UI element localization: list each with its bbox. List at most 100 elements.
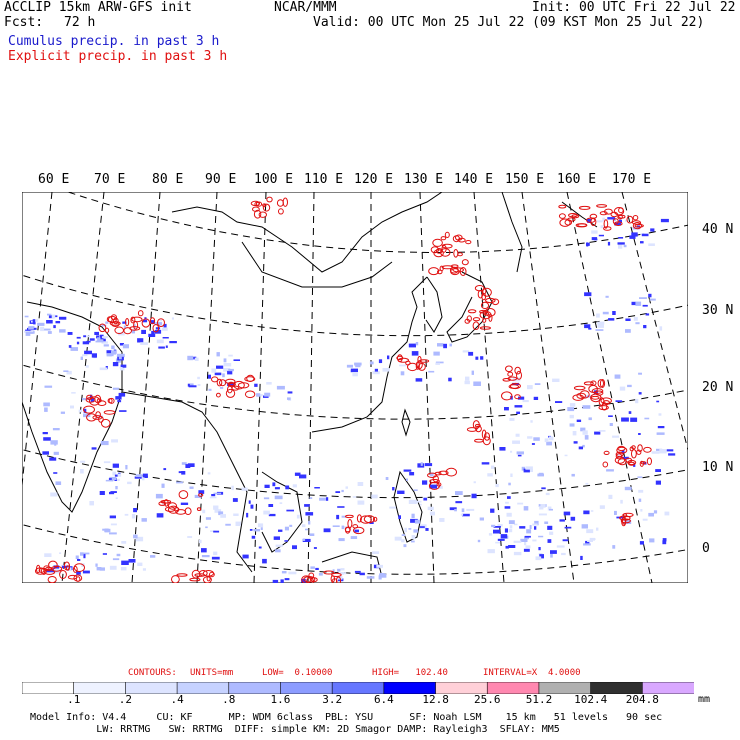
- meridian-160e: [566, 192, 653, 583]
- cumulus-precip-cell: [102, 336, 108, 339]
- cumulus-precip-cell: [408, 499, 417, 504]
- cumulus-precip-cell: [299, 474, 307, 479]
- border-mongolia: [241, 241, 393, 288]
- cumulus-precip-cell: [112, 362, 119, 367]
- explicit-precip-contour: [427, 472, 438, 478]
- cumulus-precip-cell: [109, 491, 115, 495]
- cumulus-precip-cell: [187, 536, 193, 538]
- cumulus-precip-cell: [581, 524, 588, 529]
- cumulus-precip-cell: [305, 512, 314, 516]
- cumulus-precip-cell: [121, 560, 129, 565]
- lon-label-140e: 140 E: [454, 172, 494, 187]
- cumulus-precip-cell: [410, 518, 418, 523]
- india-coast: [22, 301, 123, 513]
- cumulus-precip-cell: [514, 405, 523, 408]
- explicit-precip-contour: [440, 248, 451, 257]
- cumulus-precip-cell: [42, 432, 48, 435]
- explicit-precip-contour: [372, 516, 378, 522]
- cumulus-precip-cell: [662, 540, 667, 545]
- cumulus-precip-cell: [279, 502, 283, 504]
- cumulus-precip-cell: [398, 515, 401, 519]
- cumulus-precip-cell: [455, 501, 463, 504]
- cumulus-precip-cell: [210, 530, 216, 532]
- cumulus-precip-cell: [556, 545, 565, 548]
- cumulus-precip-cell: [612, 311, 616, 315]
- meridian-90e: [196, 192, 218, 583]
- cumulus-precip-cell: [559, 519, 565, 522]
- cumulus-precip-cell: [142, 319, 148, 323]
- explicit-precip-contour: [509, 382, 521, 390]
- cumulus-precip-cell: [508, 520, 515, 525]
- cumulus-precip-cell: [648, 293, 652, 298]
- cumulus-precip-cell: [176, 481, 183, 484]
- cumulus-precip-cell: [341, 525, 345, 530]
- explicit-precip-contour: [125, 318, 130, 327]
- cumulus-precip-cell: [76, 336, 81, 339]
- cumulus-precip-cell: [419, 503, 422, 506]
- explicit-precip-contour: [621, 517, 627, 527]
- cumulus-precip-cell: [531, 443, 535, 445]
- cumulus-precip-cell: [100, 441, 109, 446]
- cumulus-precip-cell: [593, 238, 598, 241]
- explicit-precip-contour: [559, 218, 571, 227]
- cumulus-precip-cell: [289, 524, 293, 527]
- explicit-precip-contour: [485, 297, 496, 304]
- cumulus-precip-cell: [411, 540, 415, 543]
- colorbar-tick-label: 25.6: [474, 693, 501, 706]
- meridian-80e: [131, 192, 161, 583]
- cumulus-precip-cell: [576, 419, 582, 422]
- cumulus-precip-cell: [62, 566, 68, 569]
- explicit-precip-contour: [643, 446, 652, 453]
- cumulus-precip-cell: [534, 520, 539, 526]
- explicit-precip-contour: [599, 211, 608, 216]
- cumulus-precip-cell: [181, 462, 187, 465]
- explicit-precip-contour: [618, 214, 626, 219]
- explicit-precip-contour: [323, 570, 335, 575]
- cumulus-precip-cell: [135, 536, 144, 542]
- cumulus-precip-cell: [401, 539, 405, 543]
- cumulus-precip-cell: [55, 321, 61, 324]
- explicit-precip-contour: [397, 357, 410, 363]
- cumulus-precip-cell: [624, 486, 632, 491]
- lat-label-20n: 20 N: [702, 380, 734, 395]
- cumulus-precip-cell: [43, 328, 51, 331]
- cumulus-precip-cell: [70, 405, 74, 409]
- cumulus-precip-cell: [524, 540, 527, 546]
- cumulus-precip-cell: [48, 315, 55, 319]
- parallel-0: [22, 524, 688, 575]
- cumulus-precip-cell: [607, 217, 615, 220]
- cumulus-precip-cell: [232, 498, 238, 502]
- cumulus-precip-cell: [423, 497, 428, 501]
- cumulus-precip-cell: [588, 327, 592, 330]
- cumulus-precip-cell: [606, 469, 614, 472]
- lon-label-130e: 130 E: [404, 172, 444, 187]
- cumulus-precip-cell: [201, 548, 207, 553]
- colorbar-tick-label: .1: [67, 693, 81, 706]
- cumulus-precip-cell: [462, 350, 470, 353]
- explicit-precip-contour: [92, 415, 103, 420]
- cumulus-precip-cell: [550, 554, 553, 558]
- explicit-precip-contour: [514, 366, 522, 375]
- cumulus-precip-cell: [369, 361, 374, 365]
- cumulus-precip-cell: [193, 356, 197, 360]
- cumulus-precip-cell: [109, 532, 117, 535]
- cumulus-precip-cell: [284, 540, 288, 542]
- cumulus-precip-cell: [207, 472, 211, 475]
- cumulus-precip-cell: [491, 524, 496, 528]
- cumulus-precip-cell: [53, 325, 56, 329]
- cumulus-precip-cell: [318, 573, 323, 576]
- cumulus-precip-cell: [213, 530, 220, 533]
- cumulus-precip-cell: [523, 468, 530, 473]
- cumulus-precip-cell: [518, 396, 525, 400]
- parallel-10n: [22, 449, 688, 499]
- explicit-precip-contour: [595, 390, 604, 396]
- cumulus-precip-cell: [194, 494, 202, 498]
- cumulus-precip-cell: [491, 465, 495, 469]
- cumulus-precip-cell: [250, 504, 254, 509]
- explicit-precip-contour: [440, 236, 447, 241]
- cumulus-precip-cell: [99, 567, 105, 571]
- explicit-precip-contour: [303, 576, 316, 583]
- cumulus-precip-cell: [533, 437, 540, 441]
- parallel-20n: [22, 364, 688, 420]
- cumulus-precip-cell: [44, 385, 53, 388]
